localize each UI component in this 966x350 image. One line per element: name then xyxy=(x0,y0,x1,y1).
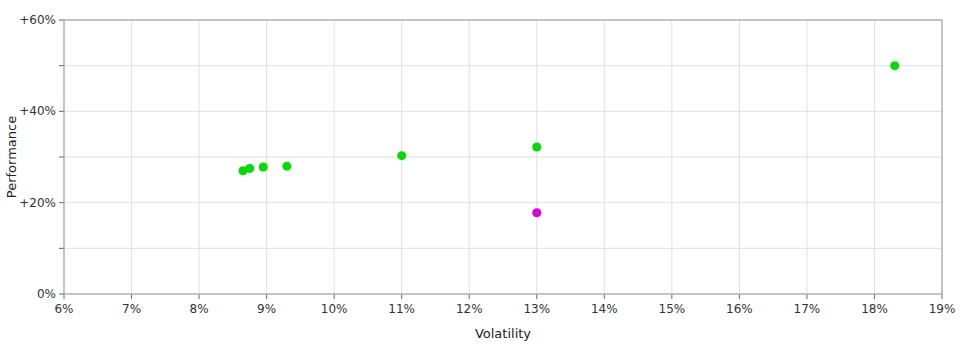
y-tick xyxy=(59,202,64,203)
x-tick xyxy=(131,294,132,299)
chart: 6% 7% 8% 9% 10% 11% 12% 13% 14% 15% 16% 17% 18% 19% 0%… xyxy=(0,0,966,350)
x-tick-label: 14% xyxy=(591,302,618,316)
y-grid-line xyxy=(64,65,942,66)
x-tick-label: 15% xyxy=(659,302,686,316)
point xyxy=(532,208,541,217)
y-grid-line xyxy=(64,111,942,112)
x-tick-label: 16% xyxy=(726,302,753,316)
x-tick-label: 11% xyxy=(388,302,415,316)
x-tick xyxy=(64,294,65,299)
plot-area xyxy=(64,20,942,294)
y-tick xyxy=(59,157,64,158)
y-grid-line xyxy=(64,157,942,158)
y-tick xyxy=(59,65,64,66)
x-tick xyxy=(199,294,200,299)
x-tick-label: 9% xyxy=(257,302,276,316)
y-tick xyxy=(59,294,64,295)
x-tick-label: 7% xyxy=(122,302,141,316)
x-tick xyxy=(671,294,672,299)
x-tick xyxy=(334,294,335,299)
x-tick xyxy=(536,294,537,299)
y-tick-label: +60% xyxy=(19,13,56,27)
x-tick xyxy=(469,294,470,299)
marks xyxy=(238,61,899,217)
y-grid-line xyxy=(64,248,942,249)
point xyxy=(259,163,268,172)
y-tick-label: +20% xyxy=(19,196,56,210)
y-tick xyxy=(59,111,64,112)
y-tick-label: 0% xyxy=(37,287,56,301)
x-tick xyxy=(806,294,807,299)
x-tick xyxy=(942,294,943,299)
x-tick-label: 8% xyxy=(190,302,209,316)
x-tick xyxy=(401,294,402,299)
point xyxy=(890,61,899,70)
x-tick-label: 18% xyxy=(861,302,888,316)
point xyxy=(397,151,406,160)
x-tick-label: 6% xyxy=(54,302,73,316)
x-tick xyxy=(604,294,605,299)
x-tick xyxy=(739,294,740,299)
series xyxy=(532,208,541,217)
grid xyxy=(59,20,942,299)
y-tick xyxy=(59,248,64,249)
point xyxy=(532,142,541,151)
x-tick xyxy=(266,294,267,299)
x-tick-label: 10% xyxy=(321,302,348,316)
plot-frame xyxy=(64,20,942,294)
x-tick-label: 17% xyxy=(794,302,821,316)
series xyxy=(238,61,899,175)
y-tick-label: +40% xyxy=(19,104,56,118)
tick-labels: 6% 7% 8% 9% 10% 11% 12% 13% 14% 15% 16% 17% 18% 19% 0%… xyxy=(19,13,955,316)
point xyxy=(282,162,291,171)
x-axis-label: Volatility xyxy=(475,326,531,341)
x-tick-label: 13% xyxy=(523,302,550,316)
x-tick xyxy=(874,294,875,299)
x-tick-label: 12% xyxy=(456,302,483,316)
x-tick-label: 19% xyxy=(929,302,956,316)
y-grid-line xyxy=(64,202,942,203)
y-tick xyxy=(59,20,64,21)
y-axis-label: Performance xyxy=(4,116,19,198)
point xyxy=(245,164,254,173)
